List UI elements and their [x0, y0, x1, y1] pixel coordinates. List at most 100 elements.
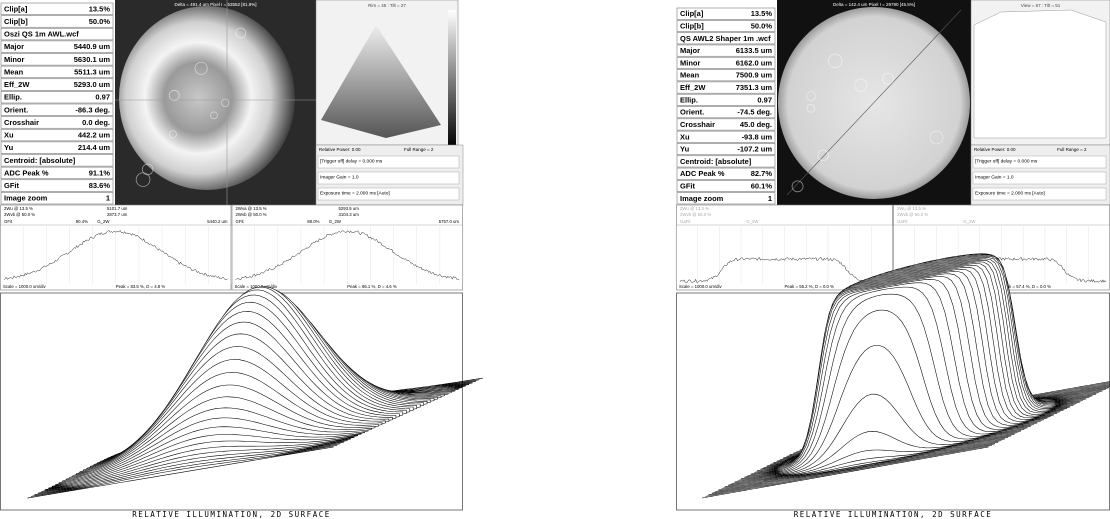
row-label: Major: [4, 42, 24, 51]
profile-label: 2Wvb @ 50.0 %: [4, 212, 35, 217]
row-label: Eff_2W: [680, 83, 706, 92]
row-label: Yu: [680, 145, 690, 154]
profile-label: 2Wu @ 13.5 %: [897, 206, 926, 211]
row-value: 5440.9 um: [74, 42, 111, 51]
row-label: Clip[a]: [4, 4, 28, 13]
profile-peak: Peak = 55.2 %, D = 0.0 %: [785, 284, 835, 289]
row-label: Xu: [4, 131, 14, 140]
row-value: 0.0 deg.: [82, 118, 110, 127]
row-label: Minor: [680, 58, 700, 67]
profile-fit: GaFit: [680, 219, 691, 224]
relative-power: Relative Power: 0.00: [974, 147, 1016, 152]
profile-fit: GaFit: [897, 219, 908, 224]
row-value: 91.1%: [89, 168, 111, 177]
row-value: 6133.5 um: [736, 46, 773, 55]
beam-spot: [778, 7, 970, 199]
row-value: 442.2 um: [78, 131, 110, 140]
row-label: Image zoom: [680, 194, 724, 203]
caption: RELATIVE ILLUMINATION, 2D SURFACE: [794, 510, 993, 519]
profile-fit: GFit: [236, 219, 245, 224]
row-label: Clip[b]: [680, 21, 704, 30]
row-value: 214.4 um: [78, 143, 110, 152]
profile-fit: 90.4%: [76, 219, 88, 224]
row-label: Crosshair: [680, 120, 715, 129]
caption: RELATIVE ILLUMINATION, 2D SURFACE: [132, 510, 331, 519]
row-label: Minor: [4, 55, 24, 64]
row-label: Oszi QS 1m AWL.wcf: [4, 30, 79, 39]
gray-bar: [448, 10, 456, 148]
row-value: 82.7%: [751, 169, 773, 178]
row-value: 0.97: [95, 93, 110, 102]
row-value: 5511.3 um: [74, 67, 110, 76]
row-label: Yu: [4, 143, 14, 152]
profile-label: 2Wu @ 13.5 %: [680, 206, 709, 211]
profile-label: 2Wvb @ 50.0 %: [680, 212, 711, 217]
row-label: Mean: [4, 67, 24, 76]
row-value: 7351.3 um: [736, 83, 773, 92]
row-value: 0.97: [757, 95, 772, 104]
profile-fit: G_2W: [97, 219, 110, 224]
row-value: 83.6%: [89, 181, 111, 190]
row-label: Image zoom: [4, 194, 48, 203]
profile-peak: Peak = 86.1 %, D = 4.6 %: [347, 284, 397, 289]
row-label: Xu: [680, 132, 690, 141]
row-value: 45.0 deg.: [740, 120, 772, 129]
row-value: -86.3 deg.: [75, 105, 110, 114]
profile-fit: G_2W: [963, 219, 976, 224]
row-value: 7500.9 um: [736, 71, 773, 80]
image-header: Delta = 142.4 um Pixel I = 29790 [45.5%]: [833, 2, 915, 7]
row-label: ADC Peak %: [4, 168, 49, 177]
row-value: 50.0%: [751, 21, 773, 30]
profile-fit: 5440.2 um: [207, 219, 228, 224]
row-value: -93.8 um: [742, 132, 773, 141]
profile-scale: Scale = 1000.0 um/div: [679, 284, 722, 289]
row-label: Major: [680, 46, 700, 55]
profile-value: 5293.5 um: [339, 206, 360, 211]
profile-label: 2Wu @ 13.5 %: [4, 206, 33, 211]
control-trigger: [Trigger off] delay = 0.000 ms: [975, 158, 1038, 164]
view-header: Rim = 45 : Tilt = 27: [368, 3, 406, 8]
beam-spot: [119, 6, 295, 190]
full-range: Full Range = 2: [1057, 147, 1087, 152]
view-header: View = 67 : Tilt = 51: [1021, 3, 1061, 8]
control-gain: Imager Gain = 1.0: [320, 174, 359, 180]
profile-fit: 5757.0 um: [439, 219, 460, 224]
profile-label: 2Wva @ 13.5 %: [236, 206, 267, 211]
row-value: 1: [768, 194, 772, 203]
row-value: -74.5 deg.: [737, 108, 772, 117]
row-label: ADC Peak %: [680, 169, 725, 178]
row-value: 60.1%: [751, 182, 773, 191]
profile-fit: G_2W: [746, 219, 759, 224]
row-label: Ellip.: [680, 95, 698, 104]
row-label: GFit: [680, 182, 695, 191]
profile-peak: Peak = 83.5 %, D = 4.8 %: [116, 284, 166, 289]
control-trigger: [Trigger off] delay = 0.000 ms: [320, 158, 383, 164]
row-label: Orient.: [4, 105, 28, 114]
profile-value: 3104.3 um: [339, 212, 360, 217]
row-value: 5293.0 um: [74, 80, 111, 89]
profile-scale: Scale = 1000.0 um/div: [3, 284, 46, 289]
row-label: Centroid: [absolute]: [680, 157, 752, 166]
row-label: Crosshair: [4, 118, 39, 127]
page: Clip[a]13.5%Clip[b]50.0%Oszi QS 1m AWL.w…: [0, 0, 1110, 519]
relative-power: Relative Power: 0.00: [319, 147, 361, 152]
row-label: Clip[b]: [4, 17, 28, 26]
row-value: -107.2 um: [737, 145, 772, 154]
view-blob: [974, 10, 1106, 138]
profile-fit: 88.0%: [307, 219, 319, 224]
row-value: 5630.1 um: [74, 55, 111, 64]
row-label: GFit: [4, 181, 19, 190]
row-label: Mean: [680, 71, 700, 80]
row-value: 6162.0 um: [736, 58, 773, 67]
profile-fit: G_2W: [329, 219, 342, 224]
control-exposure: Exposure time = 2.000 ms [Auto]: [975, 190, 1045, 196]
screenshot: Clip[a]13.5%Clip[b]50.0%Oszi QS 1m AWL.w…: [0, 0, 1110, 519]
row-label: Centroid: [absolute]: [4, 156, 76, 165]
image-header: Delta = 491.4 um Pixel I = 53552 [81.8%]: [174, 2, 256, 7]
row-label: Eff_2W: [4, 80, 30, 89]
row-label: Orient.: [680, 108, 704, 117]
profile-label: 2Wvb @ 50.0 %: [897, 212, 928, 217]
row-label: Clip[a]: [680, 9, 704, 18]
profile-value: 5101.7 um: [107, 206, 128, 211]
profile-label: 2Wvb @ 50.0 %: [236, 212, 267, 217]
